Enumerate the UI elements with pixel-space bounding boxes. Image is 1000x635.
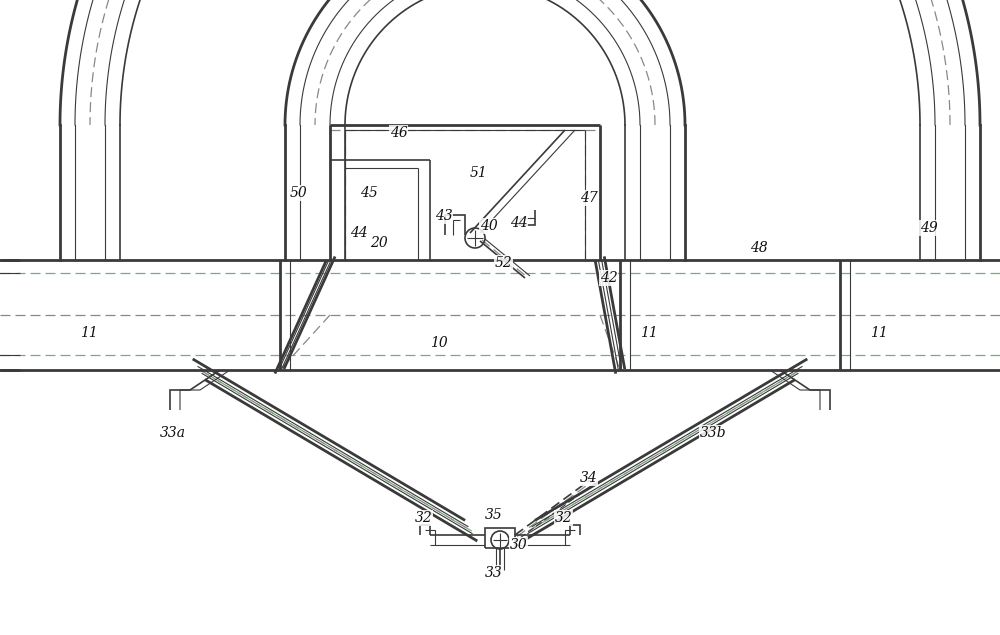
Text: 33a: 33a [160, 426, 186, 440]
Text: 30: 30 [510, 538, 528, 552]
Text: 48: 48 [750, 241, 768, 255]
Text: 11: 11 [640, 326, 658, 340]
Text: 40: 40 [480, 219, 498, 233]
Text: 46: 46 [390, 126, 408, 140]
Text: 35: 35 [485, 508, 503, 522]
Text: 20: 20 [370, 236, 388, 250]
Text: 33b: 33b [700, 426, 727, 440]
Text: 34: 34 [580, 471, 598, 485]
Text: 49: 49 [920, 221, 938, 235]
Text: 33: 33 [485, 566, 503, 580]
Text: 45: 45 [360, 186, 378, 200]
Text: 43: 43 [435, 209, 453, 223]
Text: 32: 32 [415, 511, 433, 525]
Text: 42: 42 [600, 271, 618, 285]
Text: 44: 44 [510, 216, 528, 230]
Text: 10: 10 [430, 336, 448, 350]
Text: 50: 50 [290, 186, 308, 200]
Text: 32: 32 [555, 511, 573, 525]
Text: 51: 51 [470, 166, 488, 180]
Text: 47: 47 [580, 191, 598, 205]
Text: 44: 44 [350, 226, 368, 240]
Text: 11: 11 [870, 326, 888, 340]
Text: 52: 52 [495, 256, 513, 270]
Text: 11: 11 [80, 326, 98, 340]
